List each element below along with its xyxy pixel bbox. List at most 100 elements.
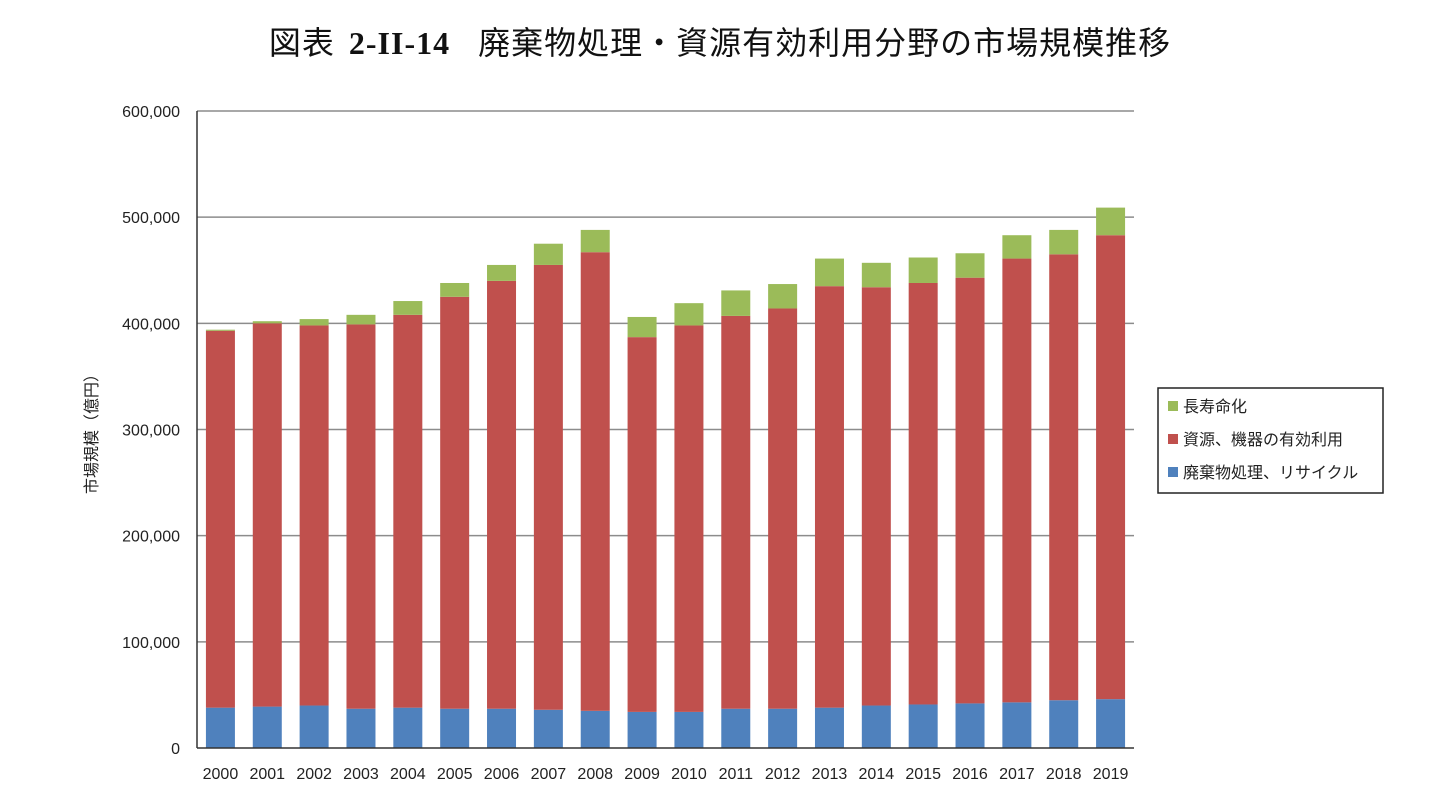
y-tick-label: 100,000 bbox=[122, 635, 180, 652]
bar-segment bbox=[674, 325, 704, 712]
bar-segment bbox=[908, 282, 938, 705]
bar-segment bbox=[955, 253, 985, 278]
bar-segment bbox=[1096, 699, 1126, 748]
y-tick-label: 600,000 bbox=[122, 104, 180, 121]
bar-segment bbox=[1002, 235, 1032, 259]
bar-segment bbox=[533, 264, 563, 710]
x-tick-label: 2016 bbox=[952, 766, 988, 783]
x-tick-label: 2005 bbox=[437, 766, 473, 783]
bar-segment bbox=[861, 262, 891, 288]
bar-segment bbox=[440, 296, 470, 709]
bar-segment bbox=[487, 708, 517, 748]
bar-segment bbox=[393, 707, 423, 748]
bar-segment bbox=[721, 315, 751, 709]
bar-segment bbox=[487, 264, 517, 281]
x-tick-label: 2008 bbox=[577, 766, 613, 783]
bar-segment bbox=[814, 707, 844, 748]
y-tick-label: 0 bbox=[171, 741, 180, 758]
bar-segment bbox=[861, 705, 891, 748]
bar-segment bbox=[627, 337, 657, 712]
gridlines bbox=[197, 110, 1134, 643]
bar-segment bbox=[346, 708, 376, 748]
bar-segment bbox=[768, 308, 798, 709]
y-tick-label: 400,000 bbox=[122, 316, 180, 333]
x-tick-label: 2006 bbox=[484, 766, 520, 783]
bar-segment bbox=[1096, 207, 1126, 236]
bar-segment bbox=[721, 708, 751, 748]
x-tick-label: 2018 bbox=[1046, 766, 1082, 783]
bar-segment bbox=[205, 707, 235, 748]
bar-segment bbox=[393, 314, 423, 708]
y-tick-label: 300,000 bbox=[122, 423, 180, 440]
bar-segment bbox=[1049, 254, 1079, 701]
x-tick-label: 2010 bbox=[671, 766, 707, 783]
legend-box bbox=[1157, 387, 1384, 494]
bar-segment bbox=[721, 290, 751, 316]
axes bbox=[196, 111, 1134, 749]
bar-segment bbox=[252, 706, 282, 748]
bar-segment bbox=[955, 277, 985, 704]
bar-segment bbox=[580, 252, 610, 711]
bar-segment bbox=[533, 243, 563, 265]
bar-segment bbox=[205, 329, 235, 331]
bar-segment bbox=[1096, 235, 1126, 700]
bar-segment bbox=[674, 711, 704, 748]
x-tick-label: 2015 bbox=[905, 766, 941, 783]
figure-number: 2-II-14 bbox=[348, 25, 451, 61]
bar-segment bbox=[768, 708, 798, 748]
figure-label: 図表 bbox=[268, 24, 335, 62]
legend-swatch bbox=[1168, 401, 1178, 411]
bar-segment bbox=[674, 303, 704, 326]
bar-segment bbox=[205, 330, 235, 708]
bar-segment bbox=[299, 325, 329, 706]
x-tick-label: 2017 bbox=[999, 766, 1035, 783]
bar-segment bbox=[814, 258, 844, 287]
bar-segment bbox=[861, 287, 891, 706]
legend-swatch bbox=[1168, 467, 1178, 477]
bar-segment bbox=[768, 284, 798, 309]
x-tick-label: 2002 bbox=[296, 766, 332, 783]
x-tick-label: 2004 bbox=[390, 766, 426, 783]
x-tick-label: 2000 bbox=[203, 766, 239, 783]
bar-segment bbox=[908, 704, 938, 748]
x-tick-label: 2001 bbox=[249, 766, 285, 783]
legend-label: 廃棄物処理、リサイクル bbox=[1183, 463, 1358, 482]
x-tick-labels: 2000 2001 2002 2003 2004 2005 2006 2007 2008 2009… bbox=[203, 766, 1129, 783]
bar-segment bbox=[627, 711, 657, 748]
y-tick-labels: 0 100,000 200,000 300,000 400,000 500,000 600,… bbox=[122, 104, 180, 758]
bar-segment bbox=[440, 282, 470, 297]
bar-segment bbox=[1002, 702, 1032, 748]
bar-segment bbox=[393, 301, 423, 315]
x-tick-label: 2013 bbox=[812, 766, 848, 783]
chart-title: 図表 2-II-14 廃棄物処理・資源有効利用分野の市場規模推移 bbox=[0, 18, 1440, 64]
bar-segment bbox=[627, 316, 657, 338]
y-tick-label: 500,000 bbox=[122, 210, 180, 227]
bar-segment bbox=[299, 319, 329, 326]
bar-segment bbox=[252, 323, 282, 707]
bar-segment bbox=[487, 280, 517, 709]
x-tick-label: 2003 bbox=[343, 766, 379, 783]
x-tick-label: 2007 bbox=[531, 766, 567, 783]
bar-segment bbox=[1049, 229, 1079, 255]
bar-segment bbox=[252, 321, 282, 324]
legend-label: 長寿命化 bbox=[1183, 397, 1247, 416]
bar-segment bbox=[1049, 700, 1079, 748]
x-tick-label: 2009 bbox=[624, 766, 660, 783]
y-tick-label: 200,000 bbox=[122, 529, 180, 546]
x-tick-label: 2019 bbox=[1093, 766, 1129, 783]
bar-segment bbox=[299, 705, 329, 748]
legend-label: 資源、機器の有効利用 bbox=[1183, 430, 1343, 449]
bar-segment bbox=[346, 314, 376, 325]
bar-segment bbox=[814, 286, 844, 708]
bar-segment bbox=[908, 257, 938, 283]
x-tick-label: 2014 bbox=[859, 766, 895, 783]
legend-swatch bbox=[1168, 434, 1178, 444]
bar-segment bbox=[440, 708, 470, 748]
bar-segment bbox=[580, 710, 610, 748]
bar-segment bbox=[580, 229, 610, 253]
x-tick-label: 2012 bbox=[765, 766, 801, 783]
bar-segment bbox=[533, 709, 563, 748]
bars bbox=[205, 207, 1126, 748]
x-tick-label: 2011 bbox=[719, 766, 754, 783]
